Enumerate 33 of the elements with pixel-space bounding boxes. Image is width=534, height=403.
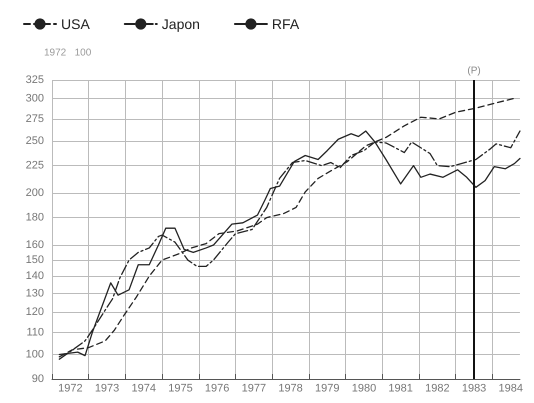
legend-label: USA <box>61 16 90 32</box>
y-tick-label: 180 <box>26 212 44 224</box>
x-tick-label: 1983 <box>462 382 486 394</box>
y-tick-label: 140 <box>26 270 44 282</box>
y-tick-label: 130 <box>26 287 44 300</box>
y-tick-label: 100 <box>26 348 44 360</box>
legend-label: Japon <box>162 16 200 32</box>
y-tick-label: 90 <box>32 373 44 385</box>
x-tick-label: 1981 <box>388 382 413 394</box>
y-tick-label: 300 <box>26 92 44 105</box>
y-tick-label: 325 <box>26 74 44 86</box>
x-tick-label: 1973 <box>94 382 120 394</box>
x-tick-label: 1984 <box>498 382 524 394</box>
x-tick-label: 1979 <box>315 382 340 394</box>
x-tick-label: 1975 <box>168 382 193 394</box>
y-tick-label: 160 <box>26 239 44 252</box>
x-tick-label: 1980 <box>352 382 376 394</box>
x-tick-label: 1976 <box>204 382 230 394</box>
ref-line-label: (P) <box>467 66 481 76</box>
y-tick-label: 110 <box>26 326 44 338</box>
y-tick-label: 200 <box>26 187 44 200</box>
y-tick-label: 250 <box>26 135 44 148</box>
legend-label: RFA <box>272 16 300 32</box>
y-tick-label: 275 <box>26 112 44 125</box>
y-tick-label: 120 <box>26 306 44 318</box>
x-tick-label: 1972 <box>58 382 83 394</box>
x-tick-label: 1978 <box>278 382 303 394</box>
y-tick-label: 225 <box>26 160 44 172</box>
x-tick-label: 1982 <box>425 382 450 394</box>
x-tick-label: 1977 <box>242 382 266 394</box>
text: 1972 100 <box>44 48 92 58</box>
x-tick-label: 1974 <box>132 382 156 394</box>
y-tick-label: 150 <box>26 254 44 266</box>
